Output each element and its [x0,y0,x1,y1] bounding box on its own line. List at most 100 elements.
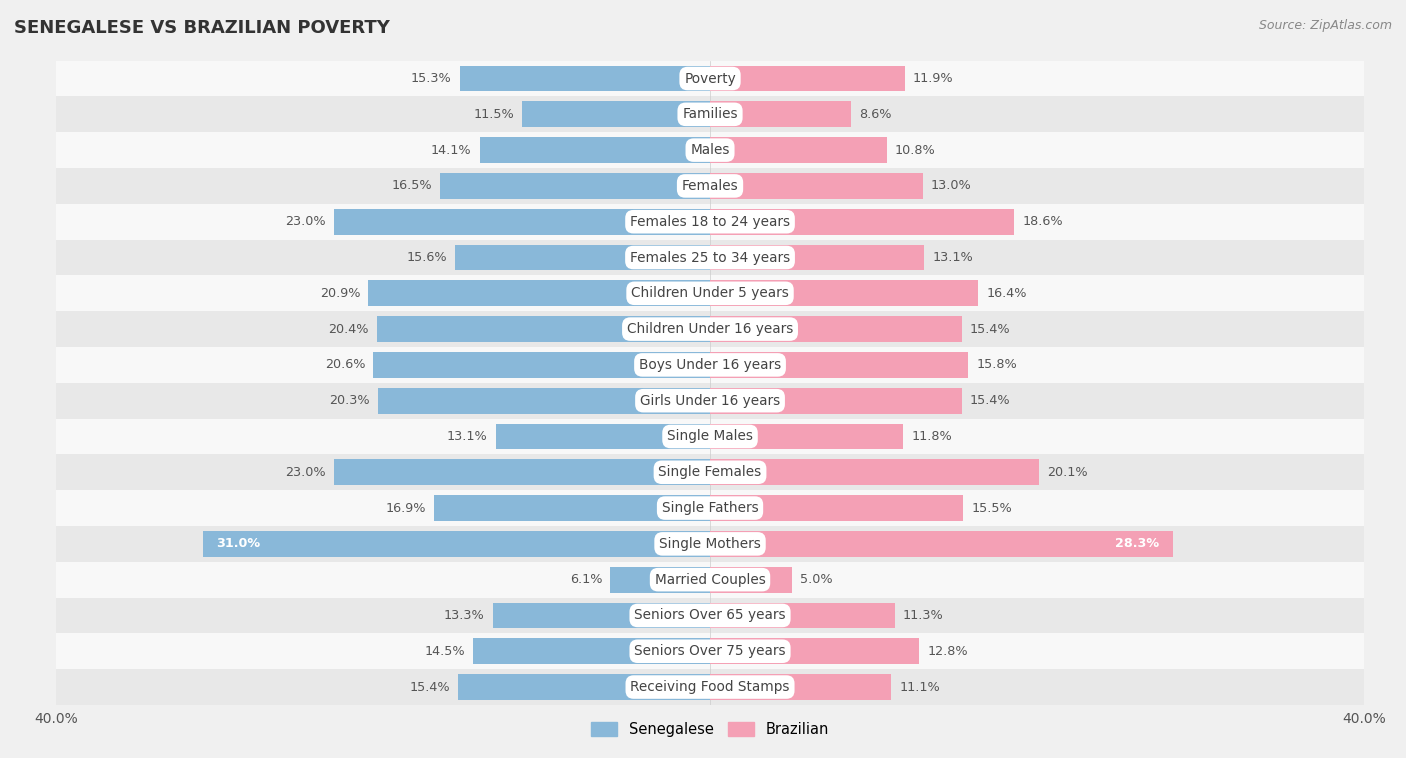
Text: 20.4%: 20.4% [328,323,368,336]
Text: Children Under 5 years: Children Under 5 years [631,287,789,300]
Bar [368,280,710,306]
Bar [710,674,891,700]
Text: 13.1%: 13.1% [932,251,973,264]
Bar [710,424,903,449]
Text: 15.6%: 15.6% [406,251,447,264]
Text: Seniors Over 75 years: Seniors Over 75 years [634,644,786,658]
Bar [56,526,1364,562]
Bar [710,316,962,342]
Bar [710,137,887,163]
Bar [374,352,710,377]
Legend: Senegalese, Brazilian: Senegalese, Brazilian [585,716,835,743]
Bar [377,316,710,342]
Bar [472,638,710,664]
Text: 15.4%: 15.4% [970,394,1011,407]
Bar [710,638,920,664]
Bar [710,208,1014,234]
Text: 20.9%: 20.9% [319,287,360,300]
Bar [456,245,710,271]
Text: 31.0%: 31.0% [217,537,260,550]
Bar [56,168,1364,204]
Text: SENEGALESE VS BRAZILIAN POVERTY: SENEGALESE VS BRAZILIAN POVERTY [14,19,389,37]
Text: Females: Females [682,179,738,193]
Text: 13.3%: 13.3% [444,609,485,622]
Bar [56,383,1364,418]
Bar [56,669,1364,705]
Bar [56,240,1364,275]
Bar [522,102,710,127]
Text: 14.1%: 14.1% [430,143,471,157]
Bar [710,280,979,306]
Text: 20.6%: 20.6% [325,359,366,371]
Text: Married Couples: Married Couples [655,572,765,587]
Text: 16.4%: 16.4% [986,287,1026,300]
Bar [434,495,710,521]
Text: Females 18 to 24 years: Females 18 to 24 years [630,215,790,229]
Bar [710,352,969,377]
Text: 15.5%: 15.5% [972,502,1012,515]
Bar [335,208,710,234]
Bar [56,347,1364,383]
Bar [335,459,710,485]
Bar [440,173,710,199]
Text: Single Females: Single Females [658,465,762,479]
Text: Source: ZipAtlas.com: Source: ZipAtlas.com [1258,19,1392,32]
Text: Boys Under 16 years: Boys Under 16 years [638,358,782,372]
Text: 13.1%: 13.1% [447,430,488,443]
Bar [378,388,710,414]
Bar [710,245,924,271]
Text: 15.8%: 15.8% [976,359,1017,371]
Bar [710,102,851,127]
Text: 16.5%: 16.5% [391,180,432,193]
Text: Females 25 to 34 years: Females 25 to 34 years [630,250,790,265]
Text: 15.4%: 15.4% [409,681,450,694]
Bar [56,454,1364,490]
Bar [710,173,922,199]
Text: 28.3%: 28.3% [1115,537,1160,550]
Text: Seniors Over 65 years: Seniors Over 65 years [634,609,786,622]
Bar [496,424,710,449]
Bar [460,66,710,92]
Text: 11.8%: 11.8% [911,430,952,443]
Text: 11.9%: 11.9% [912,72,953,85]
Bar [710,603,894,628]
Text: 11.1%: 11.1% [900,681,941,694]
Text: 14.5%: 14.5% [425,645,465,658]
Text: Poverty: Poverty [685,71,735,86]
Text: Males: Males [690,143,730,157]
Bar [710,495,963,521]
Bar [710,66,904,92]
Text: Single Mothers: Single Mothers [659,537,761,551]
Text: Receiving Food Stamps: Receiving Food Stamps [630,680,790,694]
Text: 5.0%: 5.0% [800,573,832,586]
Text: 15.4%: 15.4% [970,323,1011,336]
Text: 8.6%: 8.6% [859,108,891,121]
Bar [56,418,1364,454]
Bar [56,275,1364,312]
Bar [56,204,1364,240]
Bar [710,567,792,593]
Text: Single Males: Single Males [666,430,754,443]
Bar [492,603,710,628]
Text: 23.0%: 23.0% [285,215,326,228]
Bar [458,674,710,700]
Bar [204,531,710,557]
Bar [56,132,1364,168]
Text: Children Under 16 years: Children Under 16 years [627,322,793,336]
Bar [56,312,1364,347]
Text: 12.8%: 12.8% [928,645,969,658]
Text: 11.3%: 11.3% [903,609,943,622]
Bar [710,531,1173,557]
Text: Single Fathers: Single Fathers [662,501,758,515]
Text: 20.1%: 20.1% [1046,465,1087,479]
Bar [56,597,1364,634]
Bar [56,562,1364,597]
Bar [56,490,1364,526]
Bar [710,388,962,414]
Text: 16.9%: 16.9% [385,502,426,515]
Bar [56,61,1364,96]
Bar [479,137,710,163]
Bar [710,459,1039,485]
Text: Families: Families [682,108,738,121]
Bar [56,634,1364,669]
